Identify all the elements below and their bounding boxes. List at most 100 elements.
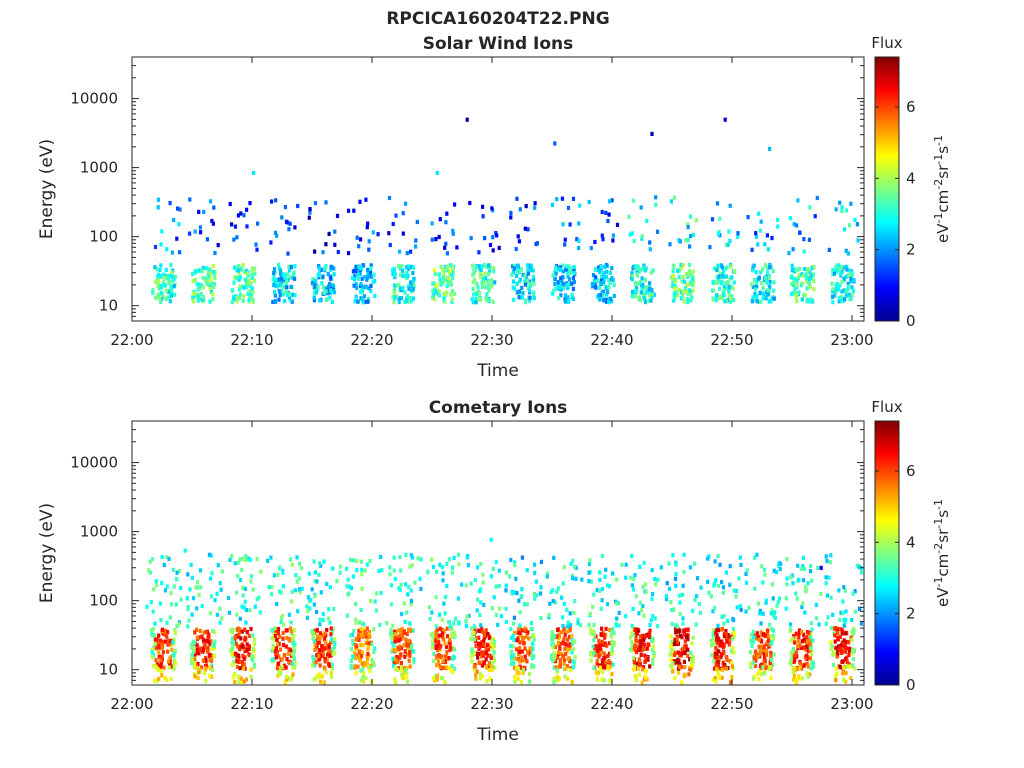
flux-cell xyxy=(354,282,358,287)
flux-cell xyxy=(629,635,633,640)
flux-cell xyxy=(348,584,352,589)
flux-cell xyxy=(844,289,849,294)
flux-cell xyxy=(290,662,295,667)
flux-cell xyxy=(323,657,327,662)
flux-cell xyxy=(313,579,317,584)
flux-cell xyxy=(238,577,243,582)
flux-cell xyxy=(812,661,816,666)
flux-cell xyxy=(683,639,687,644)
flux-cell xyxy=(432,634,436,639)
flux-cell xyxy=(482,271,487,276)
flux-cell xyxy=(369,289,373,294)
flux-cell xyxy=(519,665,523,671)
flux-cell xyxy=(630,553,634,559)
flux-cell xyxy=(405,610,409,615)
flux-cell xyxy=(557,267,561,272)
flux-cell xyxy=(835,654,839,659)
spectrogram-cells xyxy=(151,117,860,305)
flux-cell xyxy=(798,643,802,648)
flux-cell xyxy=(289,629,293,634)
flux-cell xyxy=(448,624,452,629)
flux-cell xyxy=(534,579,538,584)
flux-cell xyxy=(321,617,325,623)
flux-cell xyxy=(151,652,155,657)
flux-cell xyxy=(525,568,529,573)
flux-cell xyxy=(152,664,156,669)
flux-cell xyxy=(305,615,309,620)
flux-cell xyxy=(432,636,436,641)
flux-cell xyxy=(210,289,214,295)
flux-cell xyxy=(547,612,551,618)
flux-cell xyxy=(491,235,495,240)
flux-cell xyxy=(169,642,173,647)
flux-cell xyxy=(843,265,847,270)
flux-cell xyxy=(792,279,796,285)
flux-cell xyxy=(738,604,743,609)
flux-cell xyxy=(211,221,215,226)
flux-cell xyxy=(330,637,334,642)
flux-cell xyxy=(372,662,376,668)
flux-cell xyxy=(789,638,793,643)
flux-cell xyxy=(486,653,490,658)
flux-cell xyxy=(523,602,527,607)
flux-cell xyxy=(761,296,765,301)
flux-cell xyxy=(333,637,337,642)
flux-cell xyxy=(445,665,449,670)
flux-cell xyxy=(289,298,293,303)
flux-cell xyxy=(175,577,179,582)
flux-cell xyxy=(244,282,249,287)
flux-cell xyxy=(197,651,201,656)
flux-cell xyxy=(442,637,446,642)
flux-cell xyxy=(830,281,834,286)
flux-cell xyxy=(172,217,176,223)
flux-cell xyxy=(174,602,179,607)
flux-cell xyxy=(290,292,294,297)
flux-cell xyxy=(286,251,290,256)
flux-cell xyxy=(244,620,248,625)
flux-cell xyxy=(639,643,643,648)
flux-cell xyxy=(315,609,319,615)
flux-cell xyxy=(278,565,282,570)
flux-cell xyxy=(566,274,570,279)
flux-cell xyxy=(175,236,179,241)
flux-cell xyxy=(482,635,486,640)
flux-cell xyxy=(718,286,722,291)
flux-cell xyxy=(796,644,800,649)
flux-cell xyxy=(600,626,604,631)
flux-cell xyxy=(688,288,692,293)
flux-cell xyxy=(477,296,482,301)
flux-cell xyxy=(739,562,743,567)
flux-cell xyxy=(270,585,274,590)
flux-cell xyxy=(737,576,741,581)
flux-cell xyxy=(284,628,288,633)
flux-cell xyxy=(478,645,482,650)
flux-cell xyxy=(230,652,234,657)
flux-cell xyxy=(403,668,408,673)
flux-cell xyxy=(397,647,401,652)
flux-cell xyxy=(487,635,491,640)
flux-cell xyxy=(559,276,563,281)
flux-cell xyxy=(680,592,685,597)
flux-cell xyxy=(192,291,196,296)
flux-cell xyxy=(210,667,214,673)
flux-cell xyxy=(847,664,851,669)
flux-cell xyxy=(476,655,480,660)
flux-cell xyxy=(401,676,405,681)
flux-cell xyxy=(450,663,454,668)
flux-cell xyxy=(270,628,274,633)
flux-cell xyxy=(596,278,600,283)
flux-cell xyxy=(665,594,669,599)
flux-cell xyxy=(487,263,491,268)
flux-cell xyxy=(154,658,158,663)
flux-cell xyxy=(571,276,576,281)
flux-cell xyxy=(154,646,158,651)
flux-cell xyxy=(366,656,370,661)
flux-cell xyxy=(331,566,335,571)
flux-cell xyxy=(436,292,440,297)
flux-cell xyxy=(215,612,219,617)
flux-cell xyxy=(511,644,515,649)
flux-cell xyxy=(637,639,641,644)
flux-cell xyxy=(713,651,717,656)
flux-cell xyxy=(188,587,192,592)
flux-cell xyxy=(345,566,349,571)
